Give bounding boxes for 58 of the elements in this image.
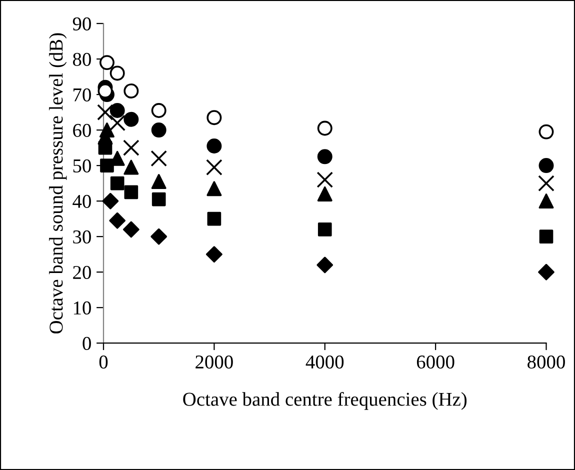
point bbox=[98, 83, 113, 98]
point bbox=[151, 122, 166, 138]
point bbox=[124, 185, 138, 200]
point bbox=[317, 186, 332, 202]
point bbox=[316, 256, 334, 274]
point bbox=[102, 192, 119, 210]
point bbox=[206, 138, 222, 154]
y-axis-title: Octave band sound pressure level (dB) bbox=[49, 33, 67, 334]
point bbox=[538, 175, 554, 192]
point bbox=[109, 114, 126, 132]
point bbox=[206, 181, 222, 196]
y-tick-label: 70 bbox=[74, 88, 91, 102]
point bbox=[317, 120, 332, 136]
point bbox=[207, 212, 222, 226]
point bbox=[110, 176, 124, 190]
point bbox=[150, 150, 168, 167]
point bbox=[316, 172, 334, 188]
point bbox=[99, 122, 114, 138]
point bbox=[122, 140, 140, 156]
x-tick-label: 4000 bbox=[306, 355, 344, 369]
point bbox=[109, 212, 126, 229]
y-tick-label: 40 bbox=[72, 194, 91, 208]
x-tick-label: 2000 bbox=[196, 355, 233, 369]
y-tick-label: 10 bbox=[74, 301, 91, 315]
point bbox=[538, 264, 554, 280]
point bbox=[99, 55, 114, 70]
x-tick-label: 8000 bbox=[528, 355, 565, 369]
x-tick-label: 6000 bbox=[416, 355, 454, 369]
x-axis-title: Octave band centre frequencies (Hz) bbox=[183, 392, 467, 410]
point bbox=[206, 110, 222, 126]
point bbox=[110, 103, 125, 118]
point bbox=[317, 149, 332, 164]
point bbox=[318, 222, 332, 236]
point bbox=[152, 192, 166, 206]
y-tick-label: 30 bbox=[73, 230, 91, 244]
y-tick-label: 90 bbox=[72, 17, 91, 30]
point bbox=[97, 104, 114, 120]
y-tick-label: 20 bbox=[73, 266, 91, 280]
point bbox=[150, 228, 168, 245]
y-tick-label: 50 bbox=[73, 159, 91, 172]
point bbox=[538, 158, 554, 174]
point bbox=[206, 246, 222, 263]
point bbox=[539, 230, 554, 244]
point bbox=[110, 66, 125, 81]
x-tick-label: 0 bbox=[99, 355, 108, 369]
y-tick-label: 60 bbox=[73, 124, 91, 137]
point bbox=[151, 103, 166, 118]
point bbox=[151, 174, 166, 190]
point bbox=[206, 159, 222, 176]
point bbox=[538, 124, 554, 140]
point bbox=[124, 112, 139, 127]
y-tick-label: 0 bbox=[82, 336, 91, 350]
point bbox=[538, 194, 554, 209]
point bbox=[122, 221, 140, 238]
point bbox=[124, 160, 139, 175]
point bbox=[124, 83, 139, 98]
y-tick-label: 80 bbox=[72, 52, 91, 66]
point bbox=[100, 158, 114, 172]
